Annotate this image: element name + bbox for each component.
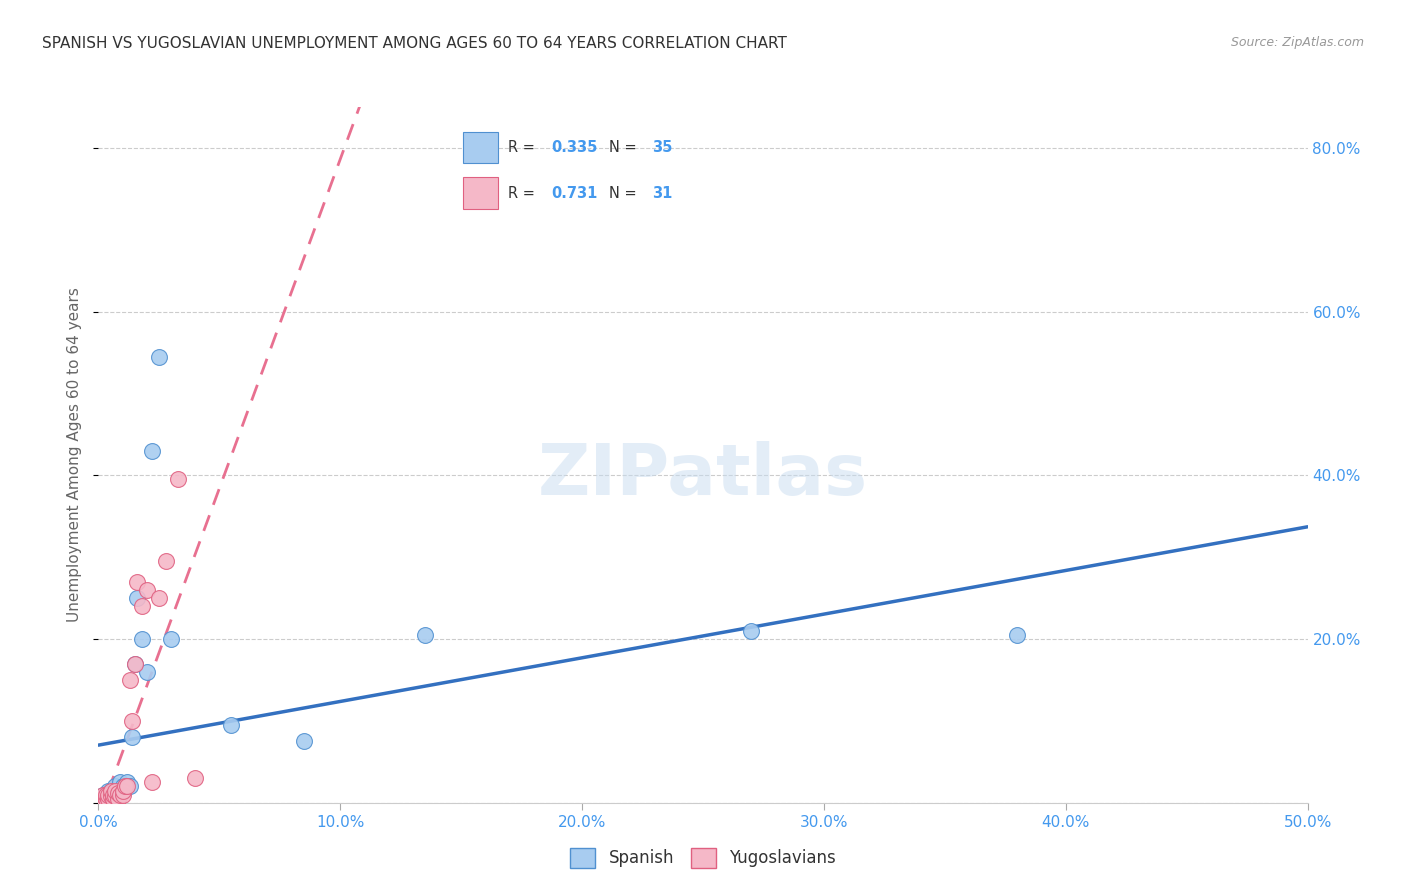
Point bbox=[111, 780, 134, 794]
Point bbox=[94, 788, 117, 802]
Point bbox=[117, 775, 139, 789]
Point bbox=[97, 789, 120, 804]
Legend: Spanish, Yugoslavians: Spanish, Yugoslavians bbox=[564, 841, 842, 875]
Point bbox=[91, 791, 114, 805]
Point bbox=[97, 786, 120, 800]
Point bbox=[104, 783, 127, 797]
Point bbox=[121, 731, 143, 745]
Point bbox=[91, 788, 114, 802]
Point bbox=[292, 734, 315, 748]
Point bbox=[118, 673, 141, 687]
Point bbox=[740, 624, 762, 638]
Point bbox=[101, 788, 124, 802]
Point bbox=[94, 791, 117, 805]
Point bbox=[131, 632, 153, 646]
Point bbox=[141, 443, 163, 458]
Text: ZIPatlas: ZIPatlas bbox=[538, 442, 868, 510]
Point bbox=[97, 783, 120, 797]
Point bbox=[104, 789, 127, 804]
Point bbox=[101, 783, 124, 797]
Point bbox=[90, 791, 112, 805]
Point bbox=[148, 591, 170, 606]
Point bbox=[104, 780, 127, 794]
Point bbox=[184, 771, 207, 785]
Text: SPANISH VS YUGOSLAVIAN UNEMPLOYMENT AMONG AGES 60 TO 64 YEARS CORRELATION CHART: SPANISH VS YUGOSLAVIAN UNEMPLOYMENT AMON… bbox=[42, 36, 787, 51]
Point bbox=[131, 599, 153, 614]
Point bbox=[121, 714, 143, 728]
Point bbox=[100, 788, 122, 802]
Point bbox=[107, 791, 129, 805]
Point bbox=[108, 788, 131, 802]
Point bbox=[127, 591, 149, 606]
Text: Source: ZipAtlas.com: Source: ZipAtlas.com bbox=[1230, 36, 1364, 49]
Point bbox=[100, 783, 122, 797]
Point bbox=[94, 791, 117, 805]
Point bbox=[104, 788, 127, 802]
Point bbox=[135, 582, 157, 597]
Point bbox=[107, 783, 129, 797]
Point bbox=[135, 665, 157, 679]
Point bbox=[148, 350, 170, 364]
Point bbox=[117, 780, 139, 794]
Point bbox=[221, 718, 243, 732]
Point bbox=[111, 783, 134, 797]
Point bbox=[413, 628, 436, 642]
Point bbox=[90, 791, 112, 805]
Point bbox=[100, 783, 122, 797]
Point bbox=[97, 788, 120, 802]
Point bbox=[101, 789, 124, 804]
Point bbox=[118, 780, 141, 794]
Point bbox=[101, 791, 124, 805]
Point bbox=[94, 788, 117, 802]
Point bbox=[114, 780, 136, 794]
Point bbox=[100, 789, 122, 804]
Point bbox=[91, 788, 114, 802]
Point bbox=[155, 554, 177, 568]
Point bbox=[111, 783, 134, 797]
Y-axis label: Unemployment Among Ages 60 to 64 years: Unemployment Among Ages 60 to 64 years bbox=[67, 287, 83, 623]
Point bbox=[141, 775, 163, 789]
Point bbox=[97, 791, 120, 805]
Point bbox=[167, 473, 190, 487]
Point bbox=[114, 780, 136, 794]
Point bbox=[124, 657, 146, 671]
Point bbox=[1007, 628, 1029, 642]
Point bbox=[124, 657, 146, 671]
Point bbox=[91, 791, 114, 805]
Point bbox=[127, 574, 149, 589]
Point bbox=[100, 791, 122, 805]
Point bbox=[107, 786, 129, 800]
Point bbox=[160, 632, 183, 646]
Point bbox=[111, 788, 134, 802]
Point bbox=[108, 775, 131, 789]
